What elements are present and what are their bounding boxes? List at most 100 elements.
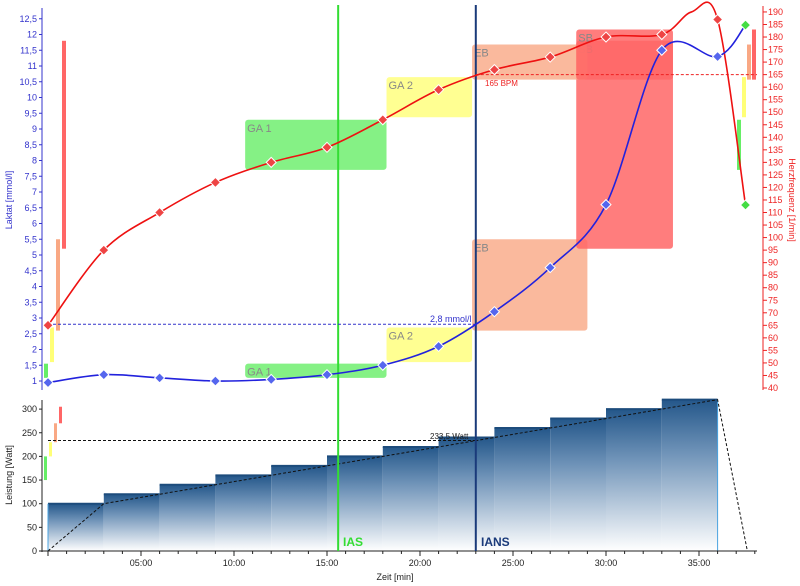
x-axis-label: Zeit [min] [376,572,413,582]
hr-tick-label: 135 [768,145,783,155]
lactate-zone-label: GA 1 [247,367,271,379]
heart-rate-recovery-point [739,199,752,211]
lactate-axis-zone-bar [44,363,48,378]
heart-rate-point [432,83,445,96]
power-step-bar [661,399,718,551]
lactate-axis-zone-bar [50,327,54,363]
series-markers [42,13,752,389]
hr-zone-label: GA 1 [247,123,271,135]
lactate-tick-label: 10 [27,93,37,103]
power-step-bar [438,437,495,551]
hr-tick-label: 70 [768,308,778,318]
time-tick-label: 10:00 [223,558,246,568]
hr-tick-label: 145 [768,120,783,130]
lactate-point [265,373,277,386]
lactate-axis-label: Laktat [mmol/l] [4,171,14,230]
time-tick-label: 15:00 [316,558,339,568]
power-step-bar [382,446,439,551]
lactate-tick-label: 8 [32,156,37,166]
lactate-point [153,372,166,384]
power-axis-zone-bar [49,442,52,457]
heart-rate-point [488,63,501,76]
heart-rate-point [153,206,166,219]
hr-tick-label: 90 [768,258,778,268]
hr-axis-zone-bar [737,119,741,170]
heart-rate-point [98,244,110,256]
lactate-point [656,44,668,56]
lactate-threshold-label: 2,8 mmol/l [430,314,472,324]
power-step-bar [271,465,327,551]
power-step-bar [494,428,551,551]
power-axis-label: Leistung [Watt] [4,445,14,505]
lactate-tick-label: 8,5 [24,140,37,150]
lactate-tick-label: 3,5 [24,297,37,307]
heart-rate-point [42,319,54,332]
hr-tick-label: 50 [768,358,778,368]
lactate-point [544,261,556,274]
power-tick-label: 200 [22,451,37,461]
lactate-zone-ga2 [386,327,473,363]
lactate-axis-zone-bar [56,239,60,331]
time-tick-label: 05:00 [130,558,153,568]
hr-tick-label: 165 [768,70,783,80]
hr-tick-label: 110 [768,208,782,218]
power-tick-label: 50 [27,522,37,532]
power-threshold-label: 233,5 Watt [430,432,469,441]
hr-axis-zone-bar [747,44,751,80]
power-tick-label: 0 [32,546,37,556]
power-ramp-line [47,399,748,552]
ias-label: IAS [343,535,363,549]
hr-tick-label: 75 [768,295,778,305]
lactate-zone-sb [576,40,673,249]
hr-tick-label: 170 [768,57,783,67]
hr-tick-label: 55 [768,345,778,355]
lactate-tick-label: 9,5 [24,108,37,118]
hr-axis-zone-bar [752,29,756,80]
lactate-zone-ga1 [245,363,387,378]
power-step-bar [327,456,383,551]
lactate-tick-label: 10,5 [19,77,37,87]
hr-zone-label: EB [474,48,489,60]
lactate-tick-label: 2,5 [24,329,37,339]
lactate-axis-zone-bar [62,40,66,249]
lactate-point [711,50,724,63]
hr-tick-label: 175 [768,45,783,55]
hr-tick-label: 185 [768,19,783,29]
heart-rate-point [711,13,724,26]
hr-zone-sb [576,29,673,80]
lactate-tick-label: 11 [28,61,37,71]
lactate-point [42,376,54,389]
hr-tick-label: 65 [768,320,778,330]
heart-rate-point [377,114,389,126]
lactate-tick-label: 12 [27,30,37,40]
power-step-bar [103,494,160,551]
lactate-point [98,368,110,381]
lactate-zone-label: GA 2 [389,330,413,342]
hr-axis-label: Herzfrequenz [1/min] [787,158,797,242]
lactate-tick-label: 5 [32,250,37,260]
heart-rate-point [209,176,222,189]
lactate-tick-label: 7,5 [24,171,37,181]
hr-zone-ga2 [386,77,473,118]
hr-tick-label: 120 [768,182,783,192]
power-step-bar [159,484,216,551]
power-axis-zone-bar [59,406,62,424]
lactate-point [488,305,501,318]
heart-rate-point [321,141,333,154]
power-axis-zone-bar [44,456,47,481]
heart-rate-point [600,31,612,43]
hr-tick-label: 45 [768,370,778,380]
power-step-bar [550,418,606,551]
lactate-point [432,340,445,353]
time-tick-label: 20:00 [409,558,432,568]
power-axis-zone-bar [54,423,57,443]
ians-label: IANS [481,535,510,549]
lactate-tick-label: 2 [32,345,37,355]
time-tick-label: 35:00 [688,558,711,568]
power-chart [47,398,748,552]
hr-tick-label: 150 [768,107,783,117]
lactate-tick-label: 5,5 [24,234,37,244]
axes: 11,522,533,544,555,566,577,588,599,51010… [19,6,783,568]
hr-tick-label: 130 [768,157,783,167]
